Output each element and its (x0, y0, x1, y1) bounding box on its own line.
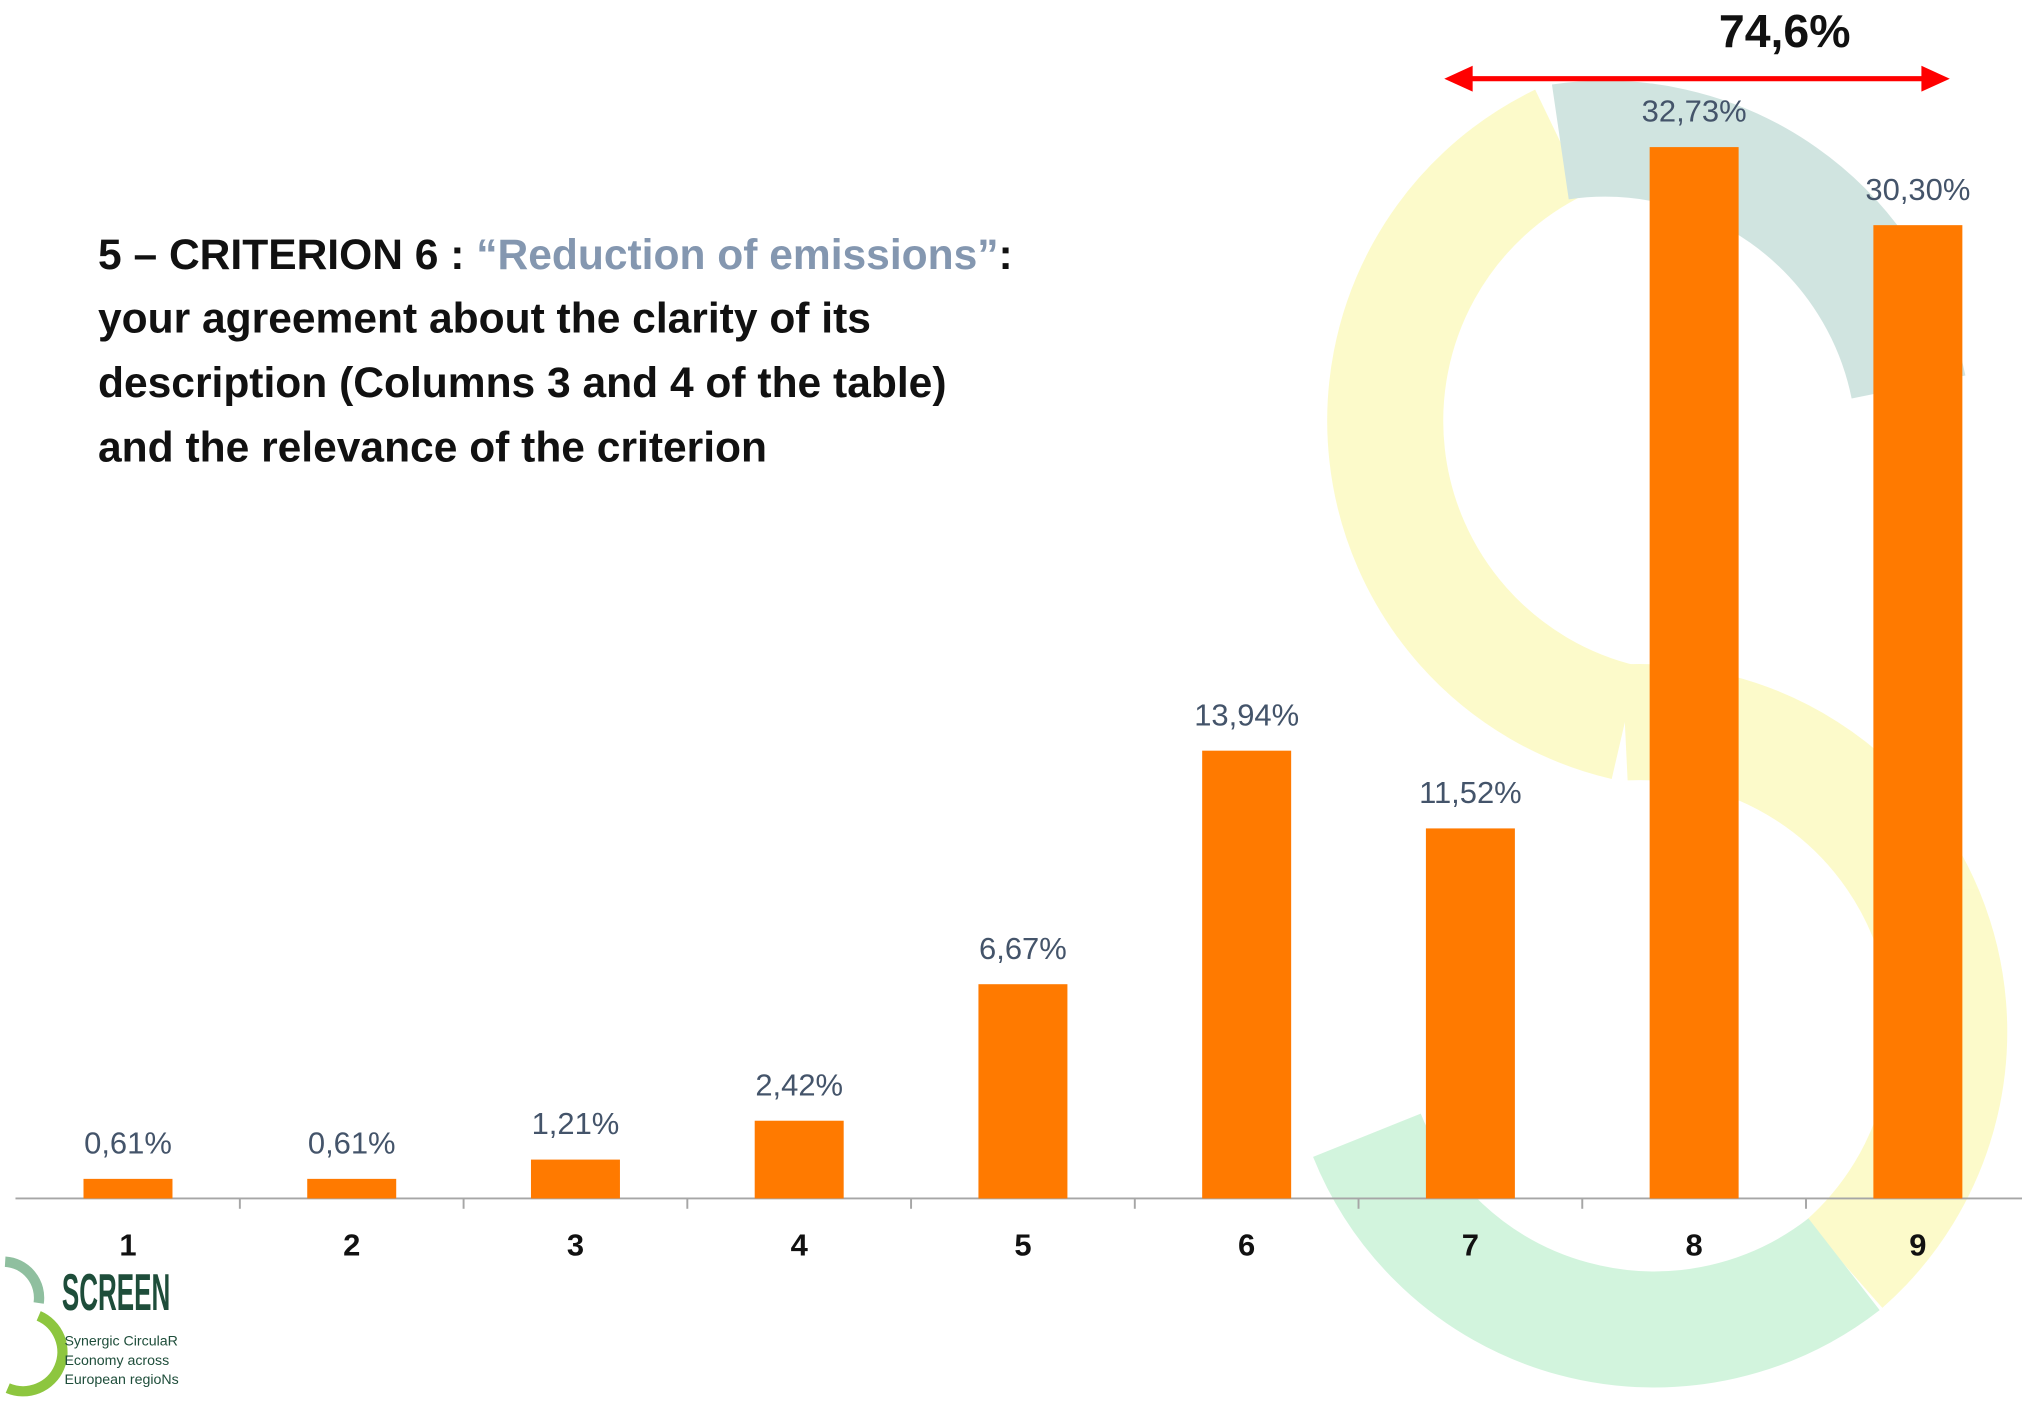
title-lead: 5 – CRITERION 6 : (98, 231, 476, 279)
title-line: and the relevance of the criterion (98, 423, 767, 471)
logo-name: SCREEN (62, 1263, 170, 1321)
x-tick-label: 8 (1686, 1228, 1703, 1263)
annotation: 74,6% (1719, 5, 1851, 57)
bar (978, 984, 1068, 1199)
x-tick-label: 1 (119, 1228, 136, 1263)
title-line: description (Columns 3 and 4 of the tabl… (98, 359, 946, 407)
title-tail: : (999, 231, 1013, 279)
value-label: 0,61% (308, 1125, 396, 1160)
value-label: 2,42% (755, 1067, 843, 1102)
value-label: 32,73% (1642, 94, 1747, 129)
value-label: 0,61% (84, 1125, 172, 1160)
bar (307, 1178, 397, 1199)
logo-line: Synergic CirculaR (64, 1333, 177, 1349)
bar (1873, 225, 1963, 1199)
bar (1202, 750, 1292, 1199)
logo-line: Economy across (64, 1353, 169, 1369)
logo: SCREEN Synergic CirculaR Economy across … (4, 1256, 179, 1397)
x-tick-label: 4 (791, 1228, 809, 1263)
x-tick-label: 9 (1909, 1228, 1926, 1263)
value-label: 30,30% (1865, 172, 1970, 207)
x-tick-label: 2 (343, 1228, 360, 1263)
value-label: 1,21% (532, 1106, 620, 1141)
range-arrow (1444, 65, 1950, 92)
bar (754, 1120, 844, 1199)
bar (530, 1159, 620, 1199)
title-quote: “Reduction of emissions” (476, 231, 998, 279)
bar (83, 1178, 173, 1199)
title-line: your agreement about the clarity of its (98, 294, 871, 342)
chart-title: 5 – CRITERION 6 : “Reduction of emission… (98, 231, 1013, 279)
x-tick-label: 7 (1462, 1228, 1479, 1263)
x-tick-label: 6 (1238, 1228, 1255, 1263)
bar (1425, 828, 1515, 1199)
value-label: 13,94% (1194, 697, 1299, 732)
value-label: 6,67% (979, 931, 1067, 966)
value-label: 11,52% (1419, 775, 1522, 810)
bar (1649, 147, 1739, 1199)
logo-line: European regioNs (64, 1372, 178, 1388)
x-tick-label: 3 (567, 1228, 584, 1263)
x-tick-label: 5 (1014, 1228, 1031, 1263)
